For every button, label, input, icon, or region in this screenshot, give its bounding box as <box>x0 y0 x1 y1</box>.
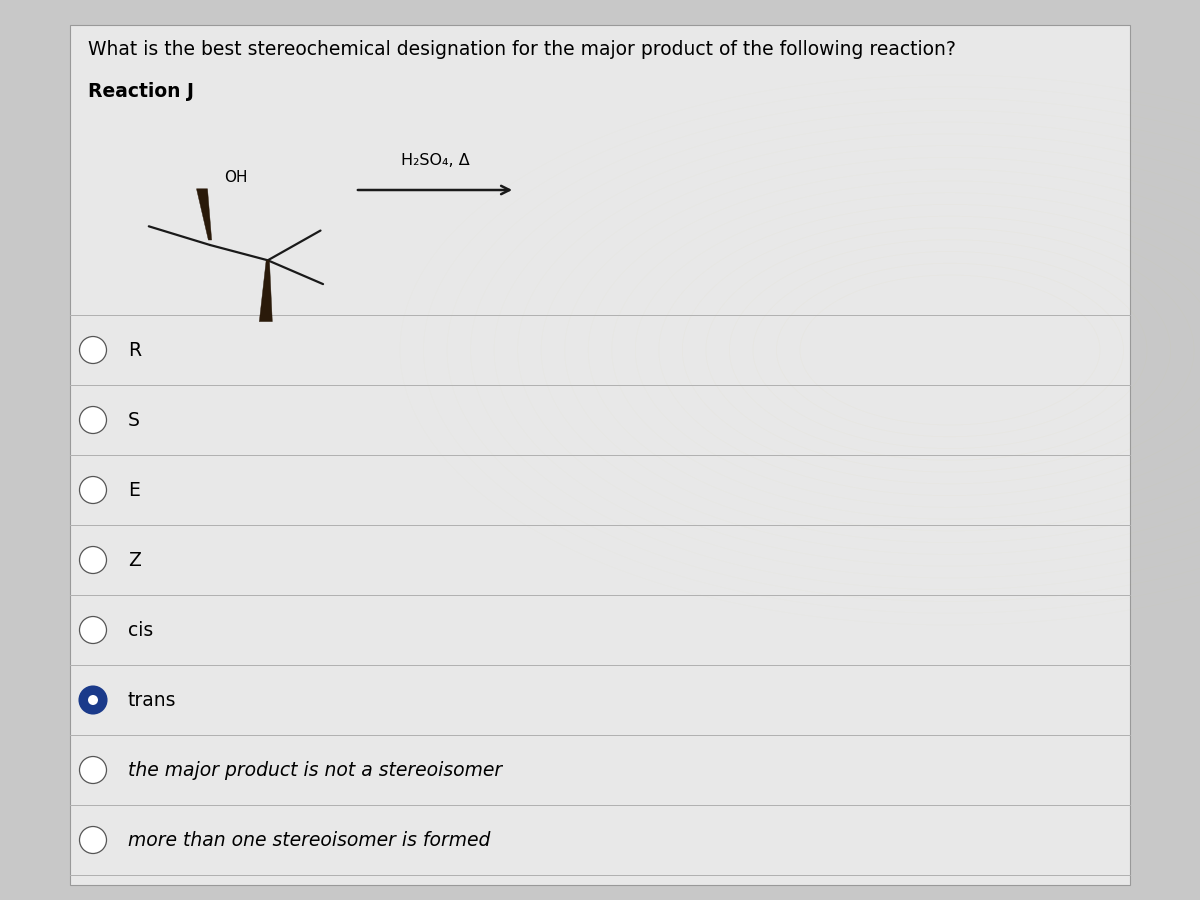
Text: Reaction J: Reaction J <box>88 82 194 101</box>
Polygon shape <box>259 260 272 321</box>
Circle shape <box>79 826 107 853</box>
Text: H₂SO₄, Δ: H₂SO₄, Δ <box>401 153 469 168</box>
Text: Z: Z <box>128 551 140 570</box>
Text: S: S <box>128 410 140 429</box>
Text: cis: cis <box>128 620 154 640</box>
Text: OH: OH <box>224 170 247 185</box>
Text: What is the best stereochemical designation for the major product of the followi: What is the best stereochemical designat… <box>88 40 956 59</box>
Circle shape <box>79 687 107 714</box>
Circle shape <box>79 407 107 434</box>
Text: E: E <box>128 481 140 500</box>
Text: the major product is not a stereoisomer: the major product is not a stereoisomer <box>128 760 502 779</box>
Text: more than one stereoisomer is formed: more than one stereoisomer is formed <box>128 831 491 850</box>
Circle shape <box>79 616 107 643</box>
Text: R: R <box>128 340 142 359</box>
Circle shape <box>79 546 107 573</box>
FancyBboxPatch shape <box>70 25 1130 885</box>
Circle shape <box>79 757 107 784</box>
Text: trans: trans <box>128 690 176 709</box>
Circle shape <box>88 695 98 705</box>
Circle shape <box>79 337 107 364</box>
Polygon shape <box>197 189 211 240</box>
Circle shape <box>79 476 107 503</box>
